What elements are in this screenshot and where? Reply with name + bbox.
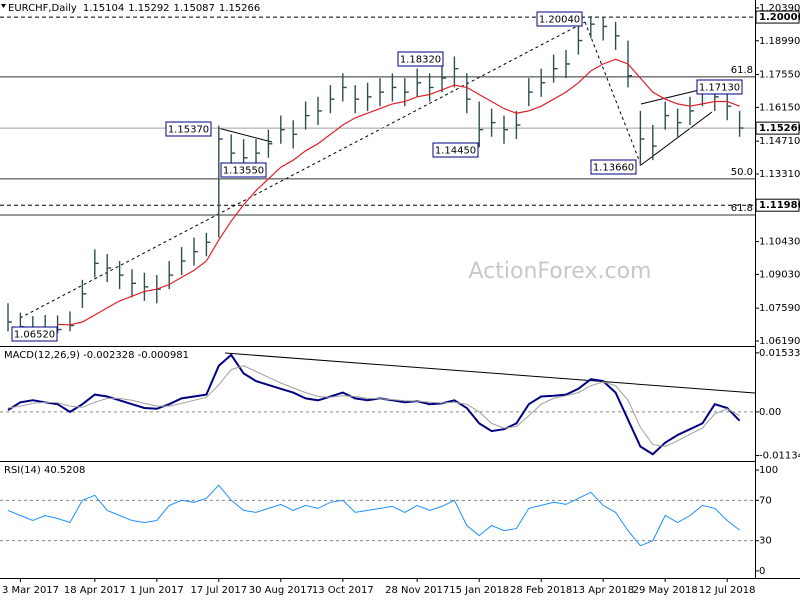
level-label: 1.11980 (759, 200, 800, 211)
title-arrow (1, 4, 6, 8)
signal-line (7, 365, 740, 448)
rsi-label: RSI(14) 40.5208 (4, 465, 85, 476)
level-box (755, 10, 800, 24)
y-tick-label: -0.011344 (759, 451, 800, 462)
annotation-box (696, 79, 743, 95)
annotation: 1.06520 (14, 330, 55, 341)
quote-low: 1.15087 (174, 3, 215, 14)
annotation: 1.14450 (435, 146, 476, 157)
macd-line (7, 353, 741, 456)
quote-open: 1.15104 (83, 3, 124, 14)
y-tick-label: 1.10430 (759, 237, 800, 248)
y-tick-label: 100 (759, 465, 778, 476)
y-tick-label: 0.015338 (759, 348, 800, 359)
y-tick-label: 1.07590 (759, 303, 800, 314)
trend-line (217, 127, 273, 143)
level-label: 1.15266 (759, 123, 800, 134)
trend-line (584, 21, 642, 166)
annotation: 1.17130 (699, 83, 740, 94)
y-tick-label: 0 (759, 566, 765, 577)
level-box (755, 121, 800, 135)
y-tick-label: 1.13310 (759, 169, 800, 180)
annotation: 1.13550 (223, 166, 264, 177)
annotation-box (432, 142, 479, 158)
annotation: 1.15370 (168, 125, 209, 136)
level-box (755, 198, 800, 212)
x-tick-label: 30 Aug 2017 (249, 585, 313, 596)
y-tick-label: 1.06190 (759, 336, 800, 347)
y-tick-label: 1.18990 (759, 36, 800, 47)
x-tick-label: 13 Oct 2017 (312, 585, 374, 596)
annotation-box (165, 121, 212, 137)
frame (0, 0, 800, 579)
annotation-box (590, 159, 637, 175)
y-tick-label: 1.20390 (759, 3, 800, 14)
y-tick-label: 1.09030 (759, 269, 800, 280)
annotation: 1.20040 (539, 15, 580, 26)
x-tick-label: 13 Apr 2018 (572, 585, 634, 596)
x-tick-label: 28 Nov 2017 (385, 585, 449, 596)
x-tick-label: 12 Jul 2018 (699, 585, 756, 596)
quote-close: 1.15266 (219, 3, 260, 14)
fib-label: 61.8 (731, 203, 753, 214)
y-tick-label: 1.16150 (759, 102, 800, 113)
x-tick-label: 29 May 2018 (633, 585, 698, 596)
x-tick-label: 1 Jun 2017 (130, 585, 184, 596)
y-tick-label: 1.14710 (759, 136, 800, 147)
x-tick-label: 15 Jan 2018 (449, 585, 509, 596)
annotation-box (397, 51, 444, 67)
annotation-box (536, 11, 583, 27)
y-tick-label: 1.17550 (759, 70, 800, 81)
moving-average (57, 58, 740, 326)
annotation: 1.13660 (593, 163, 634, 174)
chart-title: EURCHF,Daily 1.15104 1.15292 1.15087 1.15266 (8, 3, 260, 14)
watermark: ActionForex.com (469, 259, 652, 284)
x-tick-label: 18 Apr 2017 (64, 585, 126, 596)
trend-line (19, 21, 586, 319)
x-tick-label: 28 Feb 2018 (510, 585, 572, 596)
annotation-box (220, 162, 267, 178)
y-tick-label: 30 (759, 536, 772, 547)
fib-label: 61.8 (731, 65, 753, 76)
x-tick-label: 17 Jul 2017 (190, 585, 247, 596)
y-tick-label: 70 (759, 495, 772, 506)
annotation-box (11, 326, 58, 342)
level-label: 1.20000 (759, 12, 800, 23)
quote-high: 1.15292 (128, 3, 169, 14)
fib-label: 50.0 (731, 167, 753, 178)
annotation: 1.18320 (400, 55, 441, 66)
symbol: EURCHF,Daily (8, 3, 77, 14)
macd-trend-line (224, 352, 756, 394)
macd-label: MACD(12,26,9) -0.002328 -0.000981 (4, 350, 189, 361)
rsi-line (7, 484, 740, 547)
x-tick-label: 3 Mar 2017 (2, 585, 59, 596)
y-tick-label: 0.00 (759, 407, 781, 418)
